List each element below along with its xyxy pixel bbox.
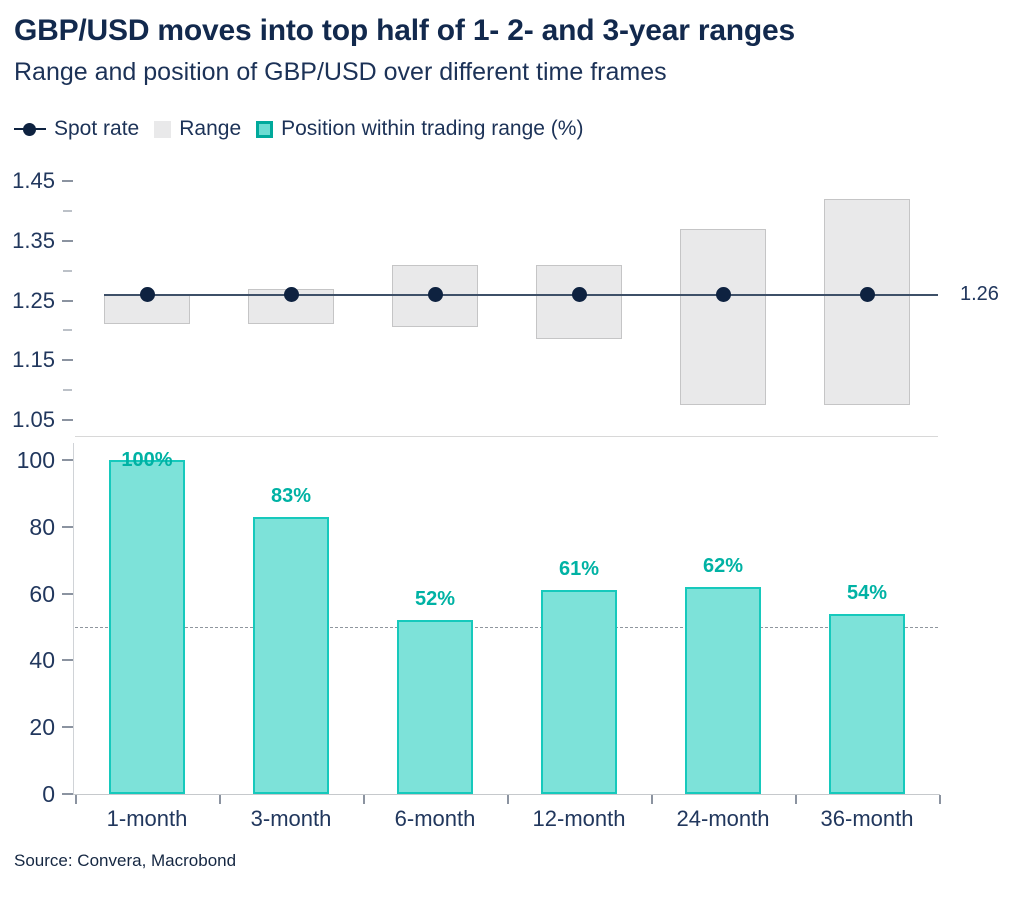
bar-label-36-month: 54% — [846, 581, 888, 604]
bottom-ytick-0 — [62, 793, 73, 795]
category-label-36-month: 36-month — [820, 806, 914, 831]
bar-12-month — [541, 590, 617, 794]
bar-6-month — [397, 620, 473, 794]
top-ytick-1.35 — [62, 239, 73, 242]
spot-dot-6-month — [427, 287, 443, 303]
legend-label-position: Position within trading range (%) — [281, 117, 584, 140]
range-box-24-month — [680, 228, 766, 406]
top-ytick-label-1.25: 1.25 — [12, 287, 55, 313]
top-ytick-1.05 — [62, 419, 73, 421]
page-title: GBP/USD moves into top half of 1- 2- and… — [14, 14, 796, 47]
legend-label-spot-rate: Spot rate — [54, 117, 140, 140]
category-label-24-month: 24-month — [676, 806, 770, 831]
top-axis-baseline — [75, 436, 938, 437]
bottom-ytick-label-0: 0 — [42, 781, 55, 807]
spot-rate-line — [104, 293, 938, 296]
source-note: Source: Convera, Macrobond — [14, 851, 237, 870]
range-swatch-icon — [154, 120, 172, 138]
bottom-xtick — [939, 795, 941, 804]
legend-item-range: Range — [154, 117, 241, 141]
bottom-ytick-60 — [62, 592, 73, 595]
chart-subtitle: Range and position of GBP/USD over diffe… — [14, 58, 667, 86]
bottom-x-axis-line — [73, 794, 940, 795]
bar-label-3-month: 83% — [270, 484, 312, 507]
bottom-ytick-100 — [62, 459, 73, 461]
bar-1-month — [109, 460, 185, 794]
top-ytick-1.25 — [62, 299, 73, 302]
bottom-xtick — [219, 795, 221, 804]
top-ytick-minor — [63, 269, 72, 272]
position-swatch-icon — [256, 120, 274, 138]
category-label-3-month: 3-month — [250, 806, 332, 831]
category-label-12-month: 12-month — [532, 806, 626, 831]
bar-24-month — [685, 586, 761, 794]
bottom-ytick-40 — [62, 659, 73, 662]
category-label-6-month: 6-month — [394, 806, 476, 831]
top-ytick-minor — [63, 389, 72, 392]
spot-dot-1-month — [139, 287, 155, 303]
legend-item-spot-rate: Spot rate — [14, 117, 139, 141]
category-label-1-month: 1-month — [106, 806, 188, 831]
legend-label-range: Range — [179, 117, 242, 140]
bottom-ytick-label-60: 60 — [29, 580, 55, 607]
top-ytick-minor — [63, 209, 72, 212]
legend: Spot rate Range Position within trading ra… — [14, 117, 583, 141]
bottom-xtick — [651, 795, 653, 804]
bottom-ytick-label-100: 100 — [16, 447, 55, 473]
bottom-xtick — [75, 795, 77, 804]
legend-item-position: Position within trading range (%) — [256, 117, 583, 141]
top-ytick-1.15 — [62, 359, 73, 362]
bottom-y-axis-line — [73, 443, 74, 794]
bottom-xtick — [795, 795, 797, 804]
bottom-ytick-20 — [62, 726, 73, 729]
bottom-xtick — [363, 795, 365, 804]
bottom-ytick-label-40: 40 — [29, 647, 55, 674]
range-box-6-month — [392, 264, 478, 328]
bottom-ytick-80 — [62, 525, 73, 528]
top-ytick-label-1.15: 1.15 — [12, 347, 55, 373]
bar-label-1-month: 100% — [121, 449, 173, 471]
bar-label-6-month: 52% — [414, 588, 456, 611]
top-ytick-label-1.05: 1.05 — [12, 407, 55, 432]
top-ytick-1.45 — [62, 180, 73, 182]
spot-dot-3-month — [283, 287, 299, 303]
bottom-ytick-label-80: 80 — [29, 513, 55, 540]
bar-label-24-month: 62% — [702, 554, 744, 577]
spot-dot-12-month — [571, 287, 587, 303]
top-ytick-label-1.35: 1.35 — [12, 227, 55, 253]
spot-dot-36-month — [859, 287, 875, 303]
reference-line-50 — [75, 627, 938, 628]
top-ytick-minor — [63, 329, 72, 332]
bar-label-12-month: 61% — [558, 558, 600, 581]
bottom-xtick — [507, 795, 509, 804]
bar-3-month — [253, 516, 329, 794]
spot-rate-end-label: 1.26 — [960, 282, 999, 305]
spot-rate-marker-icon — [14, 122, 46, 137]
bottom-ytick-label-20: 20 — [29, 714, 55, 741]
bar-36-month — [829, 613, 905, 794]
spot-dot-24-month — [715, 287, 731, 303]
top-ytick-label-1.45: 1.45 — [12, 168, 55, 193]
